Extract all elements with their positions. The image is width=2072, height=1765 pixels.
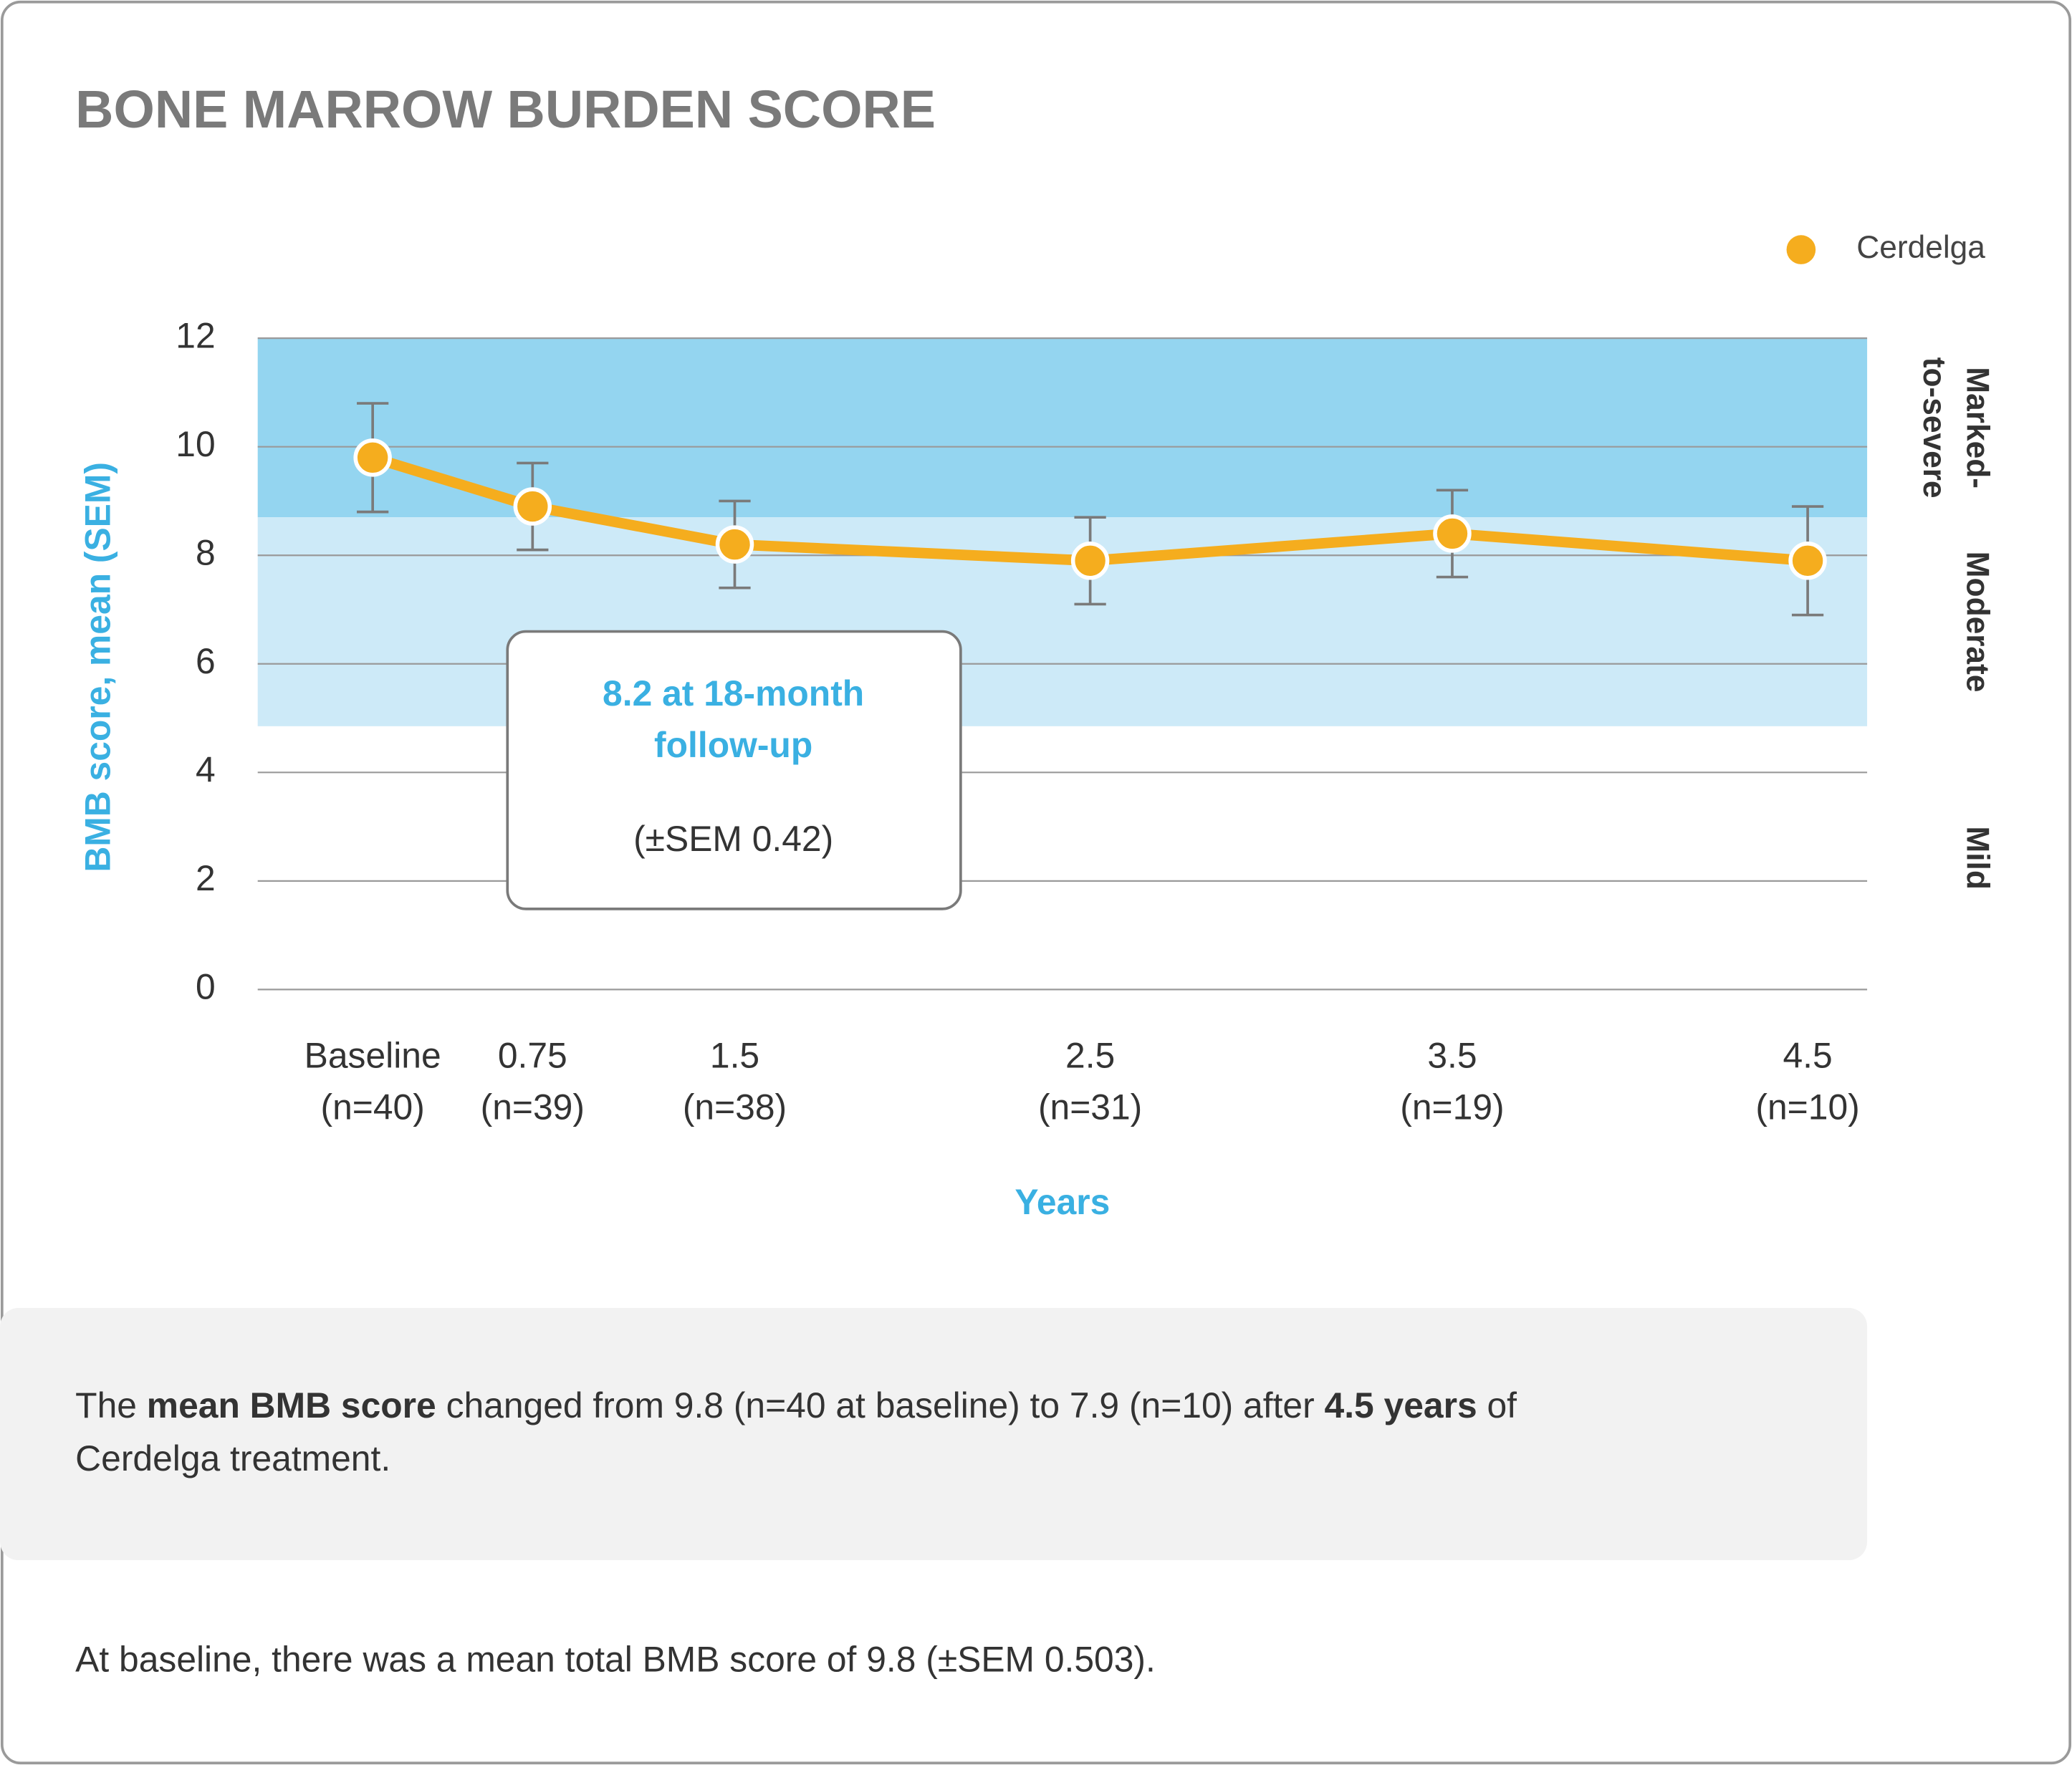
y-tick-label: 12 xyxy=(176,315,215,355)
band xyxy=(257,726,1868,990)
x-tick-label: 0.75 xyxy=(498,1035,567,1075)
callout-note: (±SEM 0.42) xyxy=(633,819,833,859)
band-label: to-severe xyxy=(1917,357,1952,499)
x-sample-size: (n=38) xyxy=(683,1087,787,1127)
y-tick-label: 10 xyxy=(176,424,215,464)
data-point xyxy=(353,438,392,477)
summary-segment: The xyxy=(75,1385,147,1425)
band-label: Mild xyxy=(1960,826,1995,889)
data-point xyxy=(1788,542,1827,580)
y-tick-label: 8 xyxy=(196,532,216,572)
x-axis-label: Years xyxy=(1015,1182,1110,1222)
callout-text: follow-up xyxy=(654,725,812,765)
y-tick-label: 2 xyxy=(196,858,216,898)
y-tick-label: 6 xyxy=(196,641,216,681)
y-tick-label: 4 xyxy=(196,749,216,789)
x-tick-label: 3.5 xyxy=(1427,1035,1477,1075)
y-tick-label: 0 xyxy=(196,967,216,1007)
callout-box xyxy=(506,630,962,910)
x-sample-size: (n=19) xyxy=(1400,1087,1504,1127)
data-point xyxy=(1070,542,1110,580)
legend-label: Cerdelga xyxy=(1856,230,1985,265)
footnote: At baseline, there was a mean total BMB … xyxy=(75,1639,1156,1679)
summary-text: Cerdelga treatment. xyxy=(75,1438,390,1478)
x-sample-size: (n=39) xyxy=(481,1087,585,1127)
summary-box xyxy=(0,1307,1868,1561)
y-axis-label: BMB score, mean (SEM) xyxy=(77,462,117,872)
data-point xyxy=(1433,514,1472,553)
band xyxy=(257,338,1868,518)
x-tick-label: 2.5 xyxy=(1065,1035,1115,1075)
summary-text: The mean BMB score changed from 9.8 (n=4… xyxy=(75,1385,1517,1425)
chart-title: BONE MARROW BURDEN SCORE xyxy=(75,80,936,139)
legend-marker xyxy=(1786,235,1816,264)
callout-text: 8.2 at 18-month xyxy=(603,673,864,713)
data-point xyxy=(513,487,552,526)
summary-segment: mean BMB score xyxy=(147,1385,436,1425)
x-sample-size: (n=31) xyxy=(1038,1087,1142,1127)
summary-segment: of xyxy=(1477,1385,1517,1425)
summary-segment: Cerdelga treatment. xyxy=(75,1438,390,1478)
summary-segment: changed from 9.8 (n=40 at baseline) to 7… xyxy=(436,1385,1325,1425)
series-line xyxy=(370,452,1808,567)
x-sample-size: (n=10) xyxy=(1755,1087,1859,1127)
data-point xyxy=(715,525,754,564)
summary-segment: 4.5 years xyxy=(1325,1385,1477,1425)
x-tick-label: 4.5 xyxy=(1783,1035,1832,1075)
band-label: Moderate xyxy=(1960,552,1995,693)
x-sample-size: (n=40) xyxy=(321,1087,425,1127)
x-tick-label: Baseline xyxy=(304,1035,441,1075)
x-tick-label: 1.5 xyxy=(710,1035,759,1075)
band-label: Marked- xyxy=(1960,367,1995,489)
